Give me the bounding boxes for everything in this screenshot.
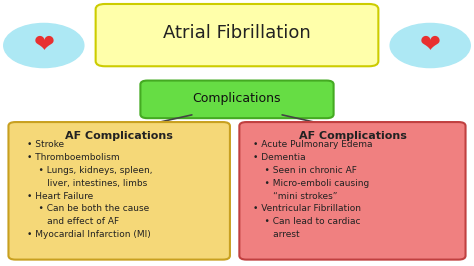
- FancyBboxPatch shape: [239, 122, 465, 260]
- Text: • Stroke
• Thromboembolism
    • Lungs, kidneys, spleen,
       liver, intestine: • Stroke • Thromboembolism • Lungs, kidn…: [27, 140, 153, 239]
- Text: Atrial Fibrillation: Atrial Fibrillation: [163, 23, 311, 41]
- Text: AF Complications: AF Complications: [65, 131, 173, 141]
- Text: ❤: ❤: [33, 34, 55, 57]
- Text: Complications: Complications: [193, 92, 281, 105]
- Circle shape: [4, 23, 84, 68]
- Text: ❤: ❤: [419, 34, 441, 57]
- FancyBboxPatch shape: [140, 81, 334, 118]
- Text: AF Complications: AF Complications: [299, 131, 406, 141]
- Text: • Acute Pulmonary Edema
• Dementia
    • Seen in chronic AF
    • Micro-emboli c: • Acute Pulmonary Edema • Dementia • See…: [254, 140, 373, 239]
- FancyBboxPatch shape: [96, 4, 378, 66]
- FancyBboxPatch shape: [9, 122, 230, 260]
- Circle shape: [390, 23, 470, 68]
